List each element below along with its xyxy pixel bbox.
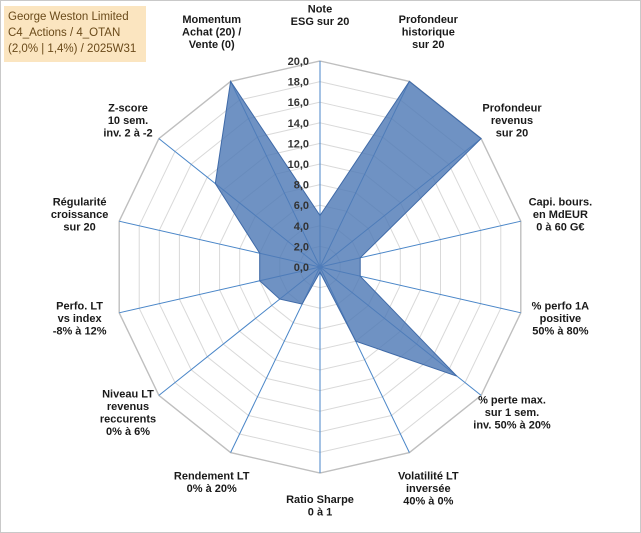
axis-label: Régularité croissance sur 20 bbox=[51, 197, 108, 234]
radar-series bbox=[214, 80, 482, 377]
tick-label: 6,0 bbox=[294, 200, 309, 212]
tick-label: 4,0 bbox=[294, 221, 309, 233]
axis-label: Ratio Sharpe 0 à 1 bbox=[286, 494, 354, 519]
tick-label: 12,0 bbox=[288, 138, 309, 150]
title-line-company: George Weston Limited bbox=[8, 11, 129, 23]
tick-label: 18,0 bbox=[288, 77, 309, 89]
axis-label: Momentum Achat (20) / Vente (0) bbox=[182, 14, 241, 51]
axis-label: Z-score 10 sem. inv. 2 à -2 bbox=[103, 103, 152, 140]
tick-label: 10,0 bbox=[288, 159, 309, 171]
axis-label: Niveau LT revenus reccurents 0% à 6% bbox=[100, 388, 156, 438]
axis-label: Profondeur revenus sur 20 bbox=[482, 103, 542, 140]
tick-label: 0,0 bbox=[294, 262, 309, 274]
axis-label: % perfo 1A positive 50% à 80% bbox=[532, 301, 590, 338]
radar-axis-labels: Note ESG sur 20 Profondeur historique sur 20… bbox=[51, 4, 592, 519]
tick-label: 14,0 bbox=[288, 118, 309, 130]
tick-label: 16,0 bbox=[288, 97, 309, 109]
chart-title-box: George Weston Limited C4_Actions / 4_OTA… bbox=[4, 6, 146, 62]
axis-label: Rendement LT 0% à 20% bbox=[174, 471, 250, 496]
axis-label: Capi. bours. en MdEUR 0 à 60 G€ bbox=[529, 197, 593, 234]
axis-label: Note ESG sur 20 bbox=[291, 4, 350, 29]
tick-label: 8,0 bbox=[294, 180, 309, 192]
radar-tick-labels: 0,0 2,0 4,0 6,0 8,0 10,0 12,0 14,0 16,0 18,0 20,0 bbox=[288, 56, 309, 274]
axis-label: Profondeur historique sur 20 bbox=[399, 14, 459, 51]
series-area bbox=[214, 80, 482, 377]
title-line-category: C4_Actions / 4_OTAN bbox=[8, 27, 121, 39]
axis-label: % perte max. sur 1 sem. inv. 50% à 20% bbox=[473, 395, 551, 432]
axis-label: Perfo. LT vs index -8% à 12% bbox=[53, 301, 107, 338]
tick-label: 20,0 bbox=[288, 56, 309, 68]
tick-label: 2,0 bbox=[294, 241, 309, 253]
axis-label: Volatilité LT inversée 40% à 0% bbox=[398, 471, 459, 508]
title-line-period: (2,0% | 1,4%) / 2025W31 bbox=[8, 43, 137, 55]
